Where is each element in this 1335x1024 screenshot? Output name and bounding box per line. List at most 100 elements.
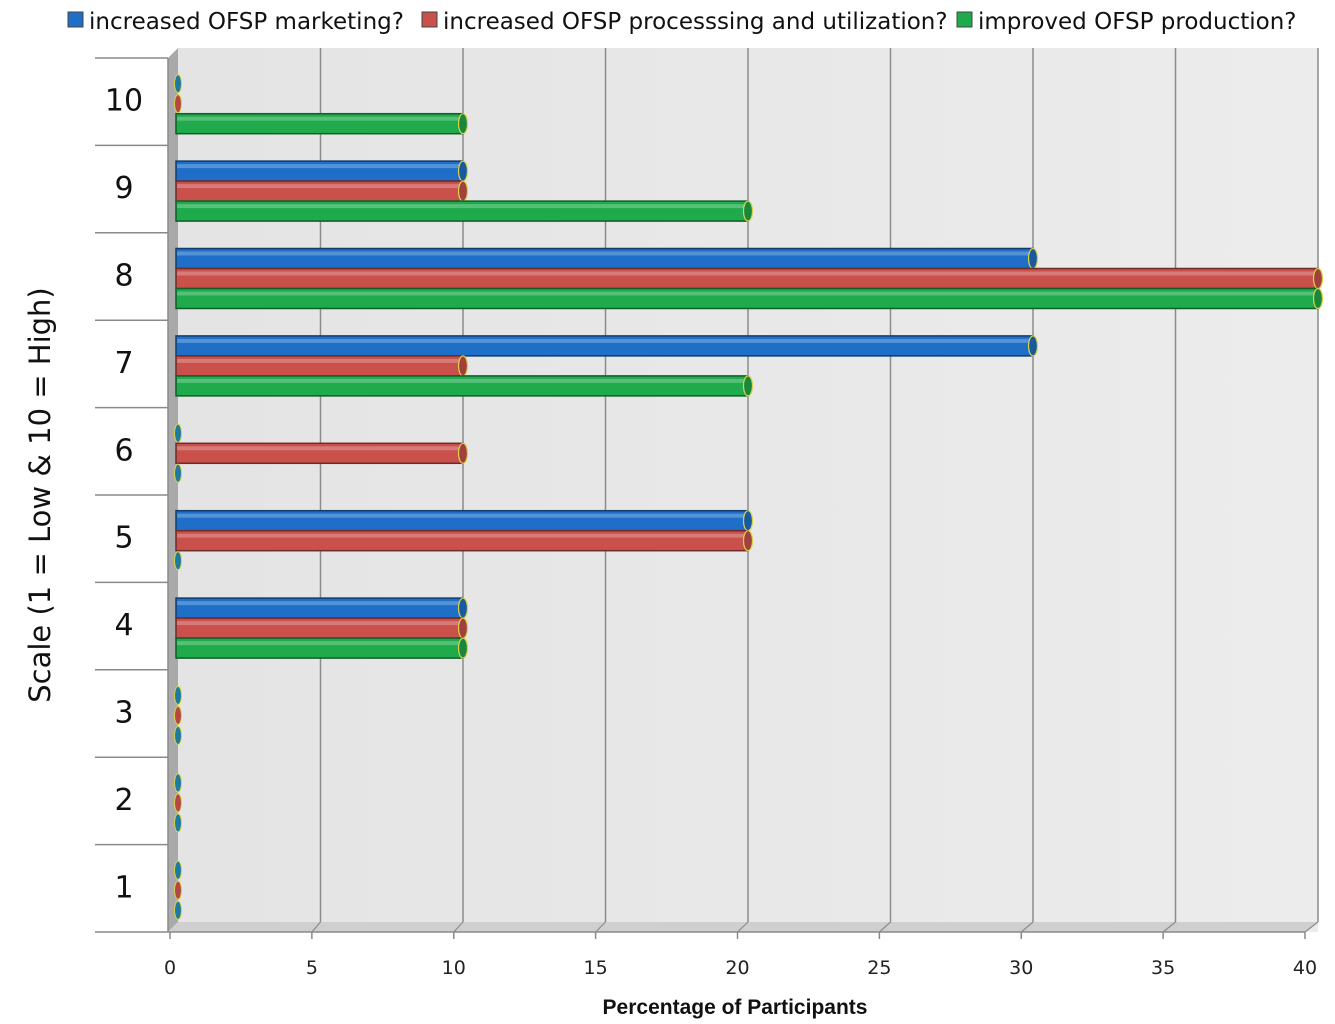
bar [175, 160, 469, 182]
bar [175, 267, 1324, 290]
bar-highlight [177, 513, 747, 518]
bar [175, 509, 754, 532]
bar-cap [457, 617, 469, 639]
legend-label: increased OFSP marketing? [89, 9, 404, 35]
bar [175, 355, 469, 377]
bar-zero-cap [174, 773, 182, 793]
bar-cap [1312, 287, 1324, 310]
floor-gridline [311, 921, 321, 933]
x-tick-label: 25 [867, 957, 891, 979]
bar [174, 880, 182, 900]
bar-cap [742, 200, 754, 222]
bar [175, 247, 1039, 270]
bar [174, 74, 182, 94]
bar [175, 335, 1039, 357]
category-label: 9 [114, 171, 133, 206]
bar-highlight [177, 446, 462, 451]
bar [175, 200, 754, 222]
bar-cap [742, 375, 754, 397]
bar-highlight [177, 116, 462, 121]
category-label: 8 [114, 259, 133, 294]
x-tick-label: 0 [164, 957, 176, 979]
bar-highlight [177, 204, 747, 209]
legend-swatch [956, 11, 973, 28]
x-tick-label: 10 [442, 957, 466, 979]
legend-swatch [421, 11, 438, 28]
legend-swatch [67, 11, 84, 28]
x-tick-label: 35 [1151, 957, 1175, 979]
bar-highlight [177, 164, 462, 169]
bar-highlight [177, 601, 462, 606]
bar-cap [1027, 247, 1039, 270]
bar-zero-cap [174, 423, 182, 443]
bar [175, 112, 469, 135]
x-tick-label: 15 [584, 957, 608, 979]
bar-zero-cap [174, 94, 182, 114]
category-label: 4 [114, 608, 133, 643]
bar [174, 706, 182, 725]
bar [174, 463, 182, 483]
bar-cap [457, 180, 469, 202]
bar-zero-cap [174, 900, 182, 920]
bar-highlight [177, 378, 747, 383]
category-label: 5 [114, 521, 133, 556]
floor-gridline [595, 921, 606, 933]
bar-cap [1027, 335, 1039, 357]
bar [175, 375, 754, 397]
bar [174, 726, 182, 745]
bar-highlight [177, 184, 462, 189]
bar-zero-cap [174, 726, 182, 745]
bar [174, 900, 182, 920]
bar-highlight [177, 533, 747, 538]
legend-label: improved OFSP production? [978, 9, 1297, 35]
bars [174, 74, 1324, 920]
category-label: 1 [114, 870, 133, 905]
bar-cap [457, 113, 469, 135]
legend: increased OFSP marketing? increased OFSP … [67, 9, 1297, 35]
legend-item: increased OFSP marketing? [67, 9, 404, 35]
x-axis-title: Percentage of Participants [603, 996, 868, 1019]
bar-zero-cap [174, 463, 182, 483]
bar [174, 773, 182, 793]
bar-cap [457, 442, 469, 464]
bar-zero-cap [174, 860, 182, 880]
x-tick-label: 30 [1009, 957, 1033, 979]
bar-highlight [177, 251, 1032, 256]
floor-gridline [1304, 921, 1319, 933]
bar-cap [457, 597, 469, 619]
floor-gridline [737, 921, 749, 933]
bar [175, 442, 469, 465]
bar [175, 180, 469, 202]
bar [174, 686, 182, 705]
bar [174, 813, 182, 833]
bar-cap [1312, 267, 1324, 290]
bar [174, 793, 182, 813]
x-tick-label: 40 [1293, 957, 1317, 979]
bar-zero-cap [174, 74, 182, 94]
bar-zero-cap [174, 706, 182, 725]
category-label: 6 [114, 433, 133, 468]
bar-zero-cap [174, 880, 182, 900]
bar [175, 637, 469, 659]
y-category-labels: 1 2 3 4 5 6 7 8 9 10 [105, 84, 143, 906]
category-label: 3 [114, 696, 133, 731]
bar [174, 860, 182, 880]
bar [174, 551, 182, 571]
floor-gridline [1162, 921, 1176, 933]
y-axis-title: Scale (1 = Low & 10 = High) [23, 287, 57, 703]
category-label: 10 [105, 84, 143, 119]
x-tick-label: 20 [725, 957, 749, 979]
bar [175, 617, 469, 639]
bar-highlight [177, 641, 462, 646]
legend-label: increased OFSP processsing and utilizati… [443, 9, 948, 35]
bar-highlight [177, 271, 1317, 276]
x-tick-labels: 0 5 10 15 20 25 30 35 40 [164, 932, 1317, 979]
category-label: 7 [114, 346, 133, 381]
bar [174, 94, 182, 114]
bar-highlight [177, 291, 1317, 296]
bar-cap [457, 637, 469, 659]
bar-cap [742, 530, 754, 552]
x-tick-label: 5 [306, 957, 318, 979]
bar [175, 597, 469, 619]
